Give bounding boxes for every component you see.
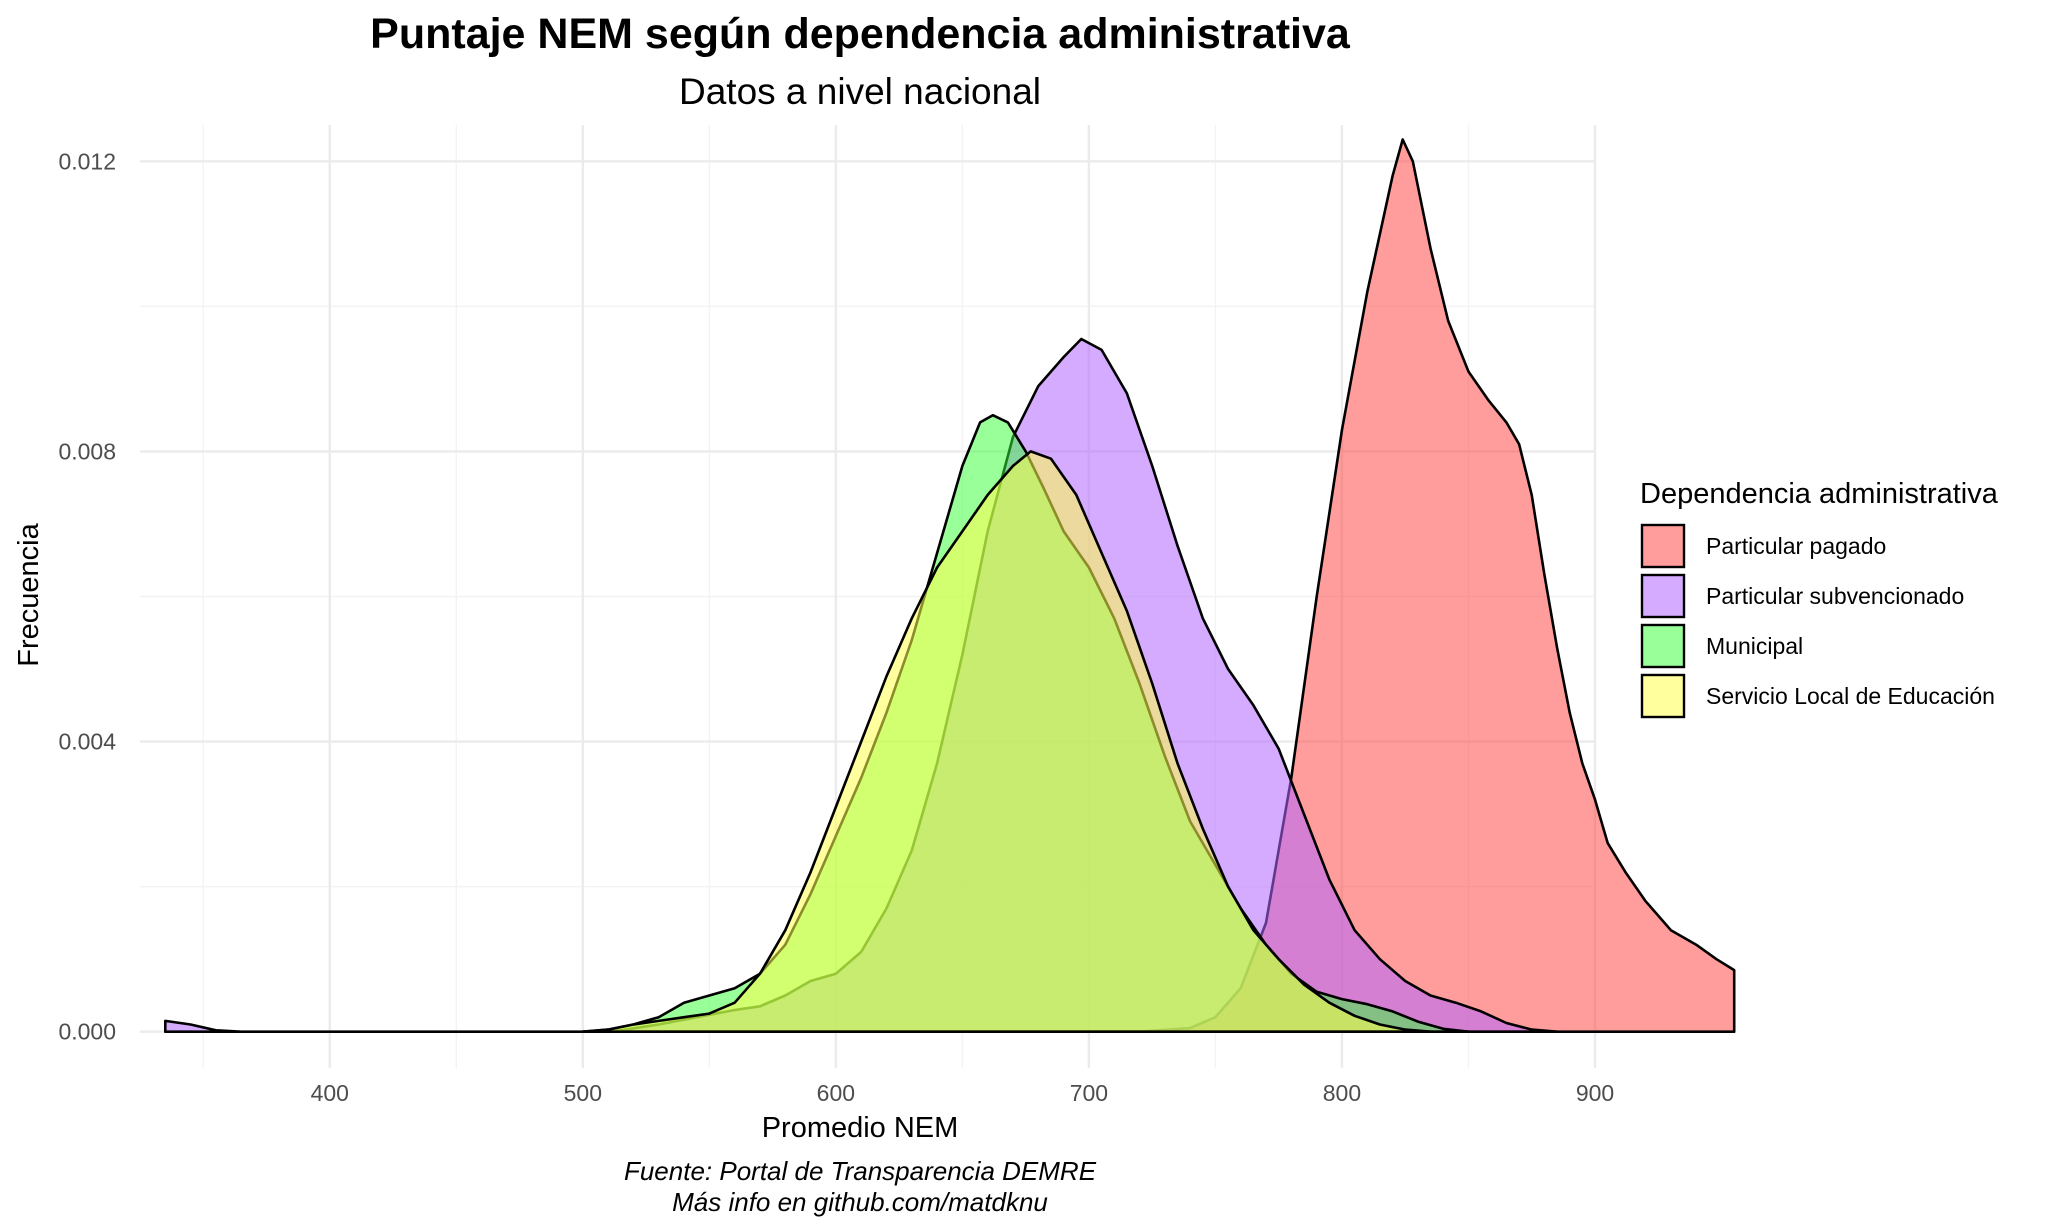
y-tick-label: 0.000 bbox=[58, 1019, 116, 1045]
x-tick-label: 400 bbox=[311, 1080, 349, 1106]
y-tick-label: 0.004 bbox=[58, 729, 116, 755]
legend-label: Municipal bbox=[1706, 633, 1803, 659]
x-tick-label: 600 bbox=[817, 1080, 855, 1106]
x-tick-label: 700 bbox=[1070, 1080, 1108, 1106]
x-tick-label: 500 bbox=[564, 1080, 602, 1106]
x-axis-label: Promedio NEM bbox=[762, 1112, 959, 1144]
legend-swatch bbox=[1640, 523, 1686, 569]
legend-label: Servicio Local de Educación bbox=[1706, 683, 1995, 709]
caption-info: Más info en github.com/matdknu bbox=[672, 1187, 1048, 1217]
x-tick-label: 800 bbox=[1323, 1080, 1361, 1106]
chart-subtitle: Datos a nivel nacional bbox=[679, 71, 1041, 112]
y-tick-label: 0.008 bbox=[58, 438, 116, 464]
y-tick-label: 0.012 bbox=[58, 148, 116, 174]
y-axis-label: Frecuencia bbox=[13, 522, 45, 666]
legend-title: Dependencia administrativa bbox=[1640, 478, 1999, 510]
legend-label: Particular subvencionado bbox=[1706, 583, 1964, 609]
y-axis-ticks: 0.000 0.004 0.008 0.012 bbox=[58, 148, 116, 1044]
density-area-series-4 bbox=[581, 450, 1432, 1033]
x-axis-ticks: 400 500 600 700 800 900 bbox=[311, 1080, 1615, 1106]
legend: Dependencia administrativa Particular pa… bbox=[1640, 478, 1999, 719]
legend-swatch bbox=[1640, 673, 1686, 719]
x-tick-label: 900 bbox=[1576, 1080, 1614, 1106]
caption-source: Fuente: Portal de Transparencia DEMRE bbox=[624, 1156, 1097, 1186]
density-areas bbox=[164, 138, 1736, 1033]
legend-swatch bbox=[1640, 573, 1686, 619]
legend-label: Particular pagado bbox=[1706, 533, 1886, 559]
legend-swatch bbox=[1640, 623, 1686, 669]
chart-title: Puntaje NEM según dependencia administra… bbox=[370, 10, 1351, 58]
